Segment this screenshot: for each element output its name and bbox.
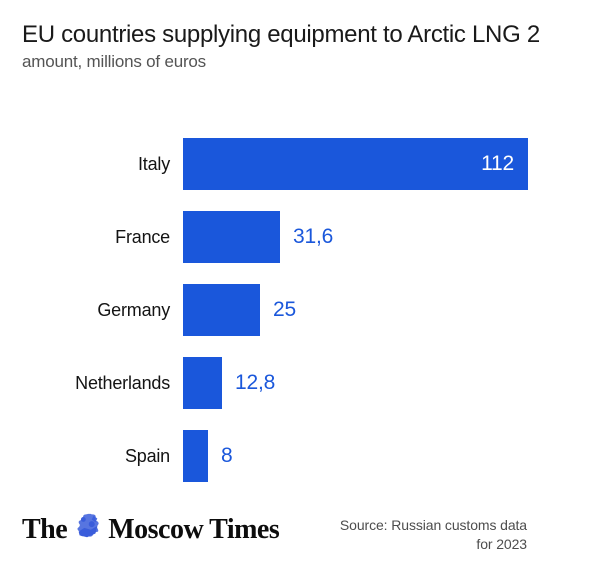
bar [183,211,280,263]
moscow-times-crest-icon [73,512,103,548]
source-line-2: for 2023 [476,535,527,552]
bar [183,357,222,409]
category-label: Netherlands [75,372,170,393]
chart-row: France 31,6 [0,211,600,263]
category-label: Spain [124,445,170,466]
chart-row: Germany 25 [0,284,600,336]
chart-subtitle: amount, millions of euros [22,52,206,71]
bar: 112 [183,138,528,190]
value-label-outside: 25 [273,298,296,321]
value-label-outside: 12,8 [235,371,276,394]
chart-title: EU countries supplying equipment to Arct… [22,21,540,48]
category-label: France [115,226,170,247]
value-label-outside: 31,6 [293,225,334,248]
category-label: Germany [97,299,170,320]
chart-row: Spain 8 [0,430,600,482]
bar-chart: Italy 112 France 31,6 Germany 25 Netherl… [0,138,600,503]
value-label-inside: 112 [481,152,514,175]
bar [183,430,208,482]
value-label-outside: 8 [221,444,233,467]
source-note: Source: Russian customs data for 2023 [340,516,527,554]
chart-row: Netherlands 12,8 [0,357,600,409]
moscow-times-logo: The Moscow Times [22,512,280,548]
source-line-1: Source: Russian customs data [339,517,527,533]
logo-text-the: The [22,514,68,545]
chart-row: Italy 112 [0,138,600,190]
bar [183,284,260,336]
category-label: Italy [137,153,170,174]
logo-text-moscow-times: Moscow Times [108,514,280,545]
